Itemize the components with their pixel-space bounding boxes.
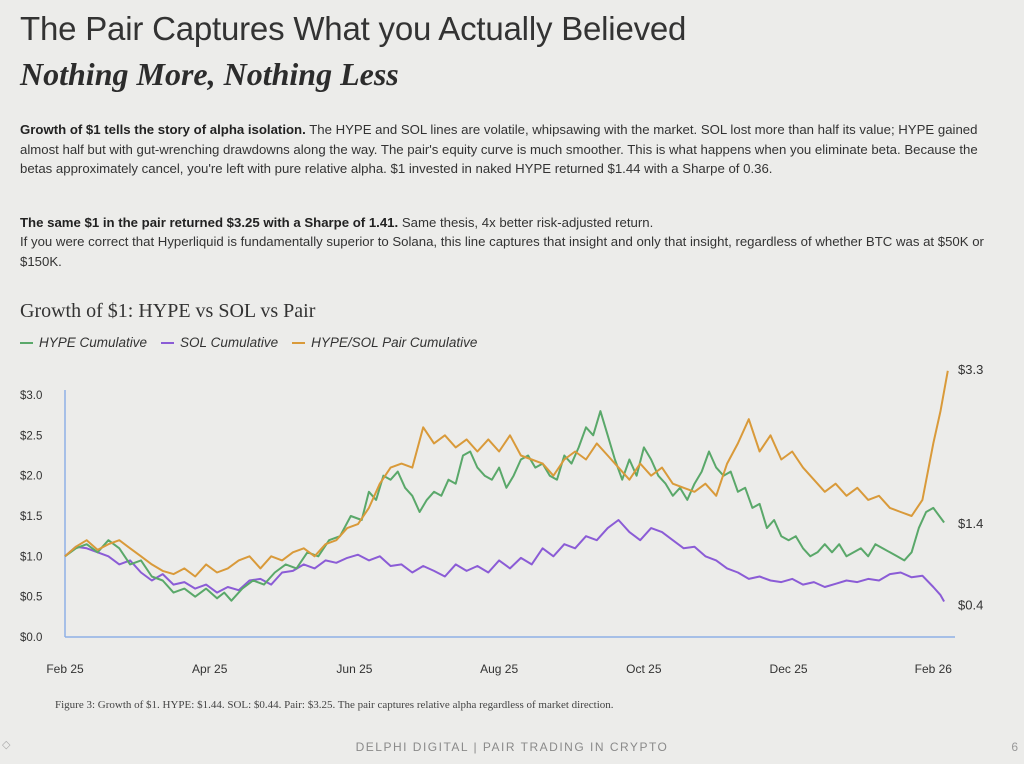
paragraph-alpha-isolation-body: The HYPE and SOL lines are volatile, whi… <box>20 122 978 176</box>
y-tick-label: $1.5 <box>20 511 42 523</box>
legend-item-hype: HYPE Cumulative <box>20 335 147 350</box>
legend-swatch-sol <box>161 341 175 344</box>
paragraph-pair-return-body: Same thesis, 4x better risk-adjusted ret… <box>398 215 654 230</box>
page-number: 6 <box>1011 740 1018 754</box>
y-tick-label: $0.0 <box>20 632 42 644</box>
page-title: The Pair Captures What you Actually Beli… <box>20 10 687 47</box>
end-label-hype: $1.4 <box>958 516 983 531</box>
legend-label-sol: SOL Cumulative <box>180 335 279 350</box>
y-tick-label: $2.0 <box>20 471 42 483</box>
paragraph-thesis: If you were correct that Hyperliquid is … <box>20 234 984 269</box>
series-line-hype <box>64 410 945 602</box>
end-label-pair: $3.3 <box>958 362 983 377</box>
legend-swatch-hype <box>20 341 33 344</box>
paragraph-pair-return-lead: The same $1 in the pair returned $3.25 w… <box>20 215 399 230</box>
y-tick-label: $3.0 <box>20 390 42 402</box>
chart-title: Growth of $1: HYPE vs SOL vs Pair <box>20 300 316 322</box>
corner-icon: ◇ <box>2 739 11 751</box>
page-footer: DELPHI DIGITAL | PAIR TRADING IN CRYPTO <box>355 740 669 754</box>
y-tick-label: $2.5 <box>20 430 42 442</box>
x-tick-label: Aug 25 <box>480 662 518 676</box>
x-tick-label: Feb 25 <box>46 662 84 676</box>
series-line-sol <box>64 519 945 602</box>
x-tick-label: Feb 26 <box>915 662 953 676</box>
figure-caption: Figure 3: Growth of $1. HYPE: $1.44. SOL… <box>55 699 614 711</box>
legend-label-pair: HYPE/SOL Pair Cumulative <box>311 335 478 350</box>
x-tick-label: Apr 25 <box>192 662 228 676</box>
paragraph-pair-return: The same $1 in the pair returned $3.25 w… <box>20 213 1005 233</box>
legend-item-sol: SOL Cumulative <box>161 335 278 350</box>
legend-label-hype: HYPE Cumulative <box>39 335 148 350</box>
y-tick-label: $1.0 <box>20 551 42 563</box>
page-subtitle: Nothing More, Nothing Less <box>20 56 399 92</box>
x-tick-label: Dec 25 <box>770 662 808 676</box>
paragraph-alpha-isolation-lead: Growth of $1 tells the story of alpha is… <box>20 122 306 137</box>
legend-swatch-pair <box>292 341 306 344</box>
end-label-sol: $0.4 <box>958 598 983 613</box>
y-tick-label: $0.5 <box>20 592 42 604</box>
x-tick-label: Oct 25 <box>626 662 662 676</box>
paragraph-alpha-isolation: Growth of $1 tells the story of alpha is… <box>20 120 1005 179</box>
chart-legend: HYPE Cumulative SOL Cumulative HYPE/SOL … <box>20 335 491 350</box>
series-line-pair <box>64 370 949 578</box>
x-tick-label: Jun 25 <box>336 662 372 676</box>
legend-item-pair: HYPE/SOL Pair Cumulative <box>292 335 477 350</box>
